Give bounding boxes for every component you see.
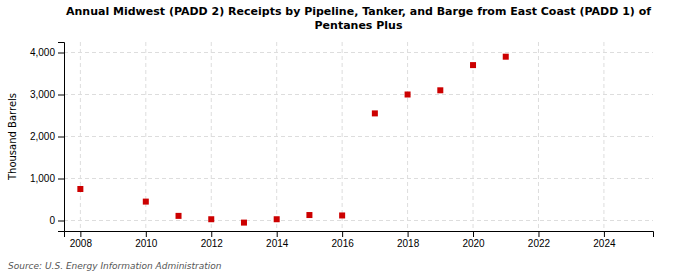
point — [437, 87, 443, 93]
y-axis-tick-label: 2,000 — [30, 131, 55, 142]
y-axis-tick-mark — [58, 137, 64, 138]
x-axis-tick: 2016 — [332, 231, 355, 249]
source: Source: U.S. Energy Information Administ… — [8, 261, 222, 271]
x-axis-tick-label: 2018 — [397, 238, 420, 249]
y-axis-tick: 1,000 — [30, 173, 64, 184]
x-axis-tick: 2022 — [528, 231, 551, 249]
x-axis-tick-label: 2012 — [201, 238, 224, 249]
point — [241, 220, 247, 226]
y-axis-label: Thousand Barrels — [7, 93, 18, 181]
grid-line-y — [64, 136, 653, 137]
y-axis-tick-label: 4,000 — [30, 47, 55, 58]
x-axis-tick-label: 2008 — [70, 238, 93, 249]
x-axis-tick: 2018 — [397, 231, 420, 249]
point — [503, 54, 509, 60]
grid-line-x — [342, 42, 343, 231]
point — [339, 212, 345, 218]
x-axis-tick-mark — [408, 231, 409, 237]
y-axis-tick: 3,000 — [30, 89, 64, 100]
y-axis-tick-mark — [58, 221, 64, 222]
x-axis-tick-label: 2014 — [266, 238, 289, 249]
y-axis-tick-label: 3,000 — [30, 89, 55, 100]
y-axis-tick-mark — [58, 179, 64, 180]
x-axis-tick-mark — [604, 231, 605, 237]
x-axis-tick: 2020 — [462, 231, 485, 249]
x-axis-tick: 2008 — [70, 231, 93, 249]
x-axis-tick-mark — [80, 231, 81, 237]
point — [143, 199, 149, 205]
grid-line-y — [64, 52, 653, 53]
y-axis-tick-mark — [58, 95, 64, 96]
x-axis-tick-label: 2024 — [593, 238, 616, 249]
grid-line-x — [538, 42, 539, 231]
x-axis-tick-mark — [538, 231, 539, 237]
y-axis: 0 1,000 2,000 3,000 4,000 — [30, 43, 65, 232]
x-axis-tick-label: 2020 — [462, 238, 485, 249]
y-axis-tick-mark — [58, 53, 64, 54]
title-line: Annual Midwest (PADD 2) Receipts by Pipe… — [66, 5, 651, 18]
x-axis-tick-label: 2022 — [528, 238, 551, 249]
x-axis: 2008 2010 2012 2014 2016 2018 2020 2022 2024 — [65, 231, 654, 249]
y-axis-tick: 0 — [49, 215, 64, 226]
point — [274, 216, 280, 222]
x-axis-tick-label: 2016 — [332, 238, 355, 249]
point — [405, 92, 411, 98]
title: Annual Midwest (PADD 2) Receipts by Pipe… — [66, 5, 651, 32]
point — [372, 110, 378, 116]
x-axis-tick: 2014 — [266, 231, 289, 249]
marks — [77, 54, 508, 226]
x-axis-tick-label: 2010 — [135, 238, 158, 249]
point — [176, 213, 182, 219]
chart-container: 2008 2010 2012 2014 2016 2018 2020 2022 2024 0 1,0… — [0, 0, 675, 275]
y-axis-tick: 2,000 — [30, 131, 64, 142]
x-axis-tick-mark — [473, 231, 474, 237]
x-axis-tick-mark — [211, 231, 212, 237]
x-axis-tick: 2010 — [135, 231, 158, 249]
x-axis-line — [65, 232, 654, 238]
chart-svg: 2008 2010 2012 2014 2016 2018 2020 2022 2024 0 1,0… — [0, 0, 675, 275]
x-axis-tick-mark — [146, 231, 147, 237]
y-axis-line — [58, 43, 65, 232]
title-line: Pentanes Plus — [315, 19, 403, 32]
y-axis-tick: 4,000 — [30, 47, 64, 58]
y-axis-tick-label: 1,000 — [30, 173, 55, 184]
point — [77, 186, 83, 192]
grid-line-y — [64, 178, 653, 179]
y-axis-tick-label: 0 — [49, 215, 55, 226]
point — [306, 212, 312, 218]
grid-line-y — [64, 220, 653, 221]
point — [208, 216, 214, 222]
plot-area: 2008 2010 2012 2014 2016 2018 2020 2022 2024 0 1,0… — [30, 42, 654, 249]
x-axis-tick-mark — [342, 231, 343, 237]
x-axis-tick: 2012 — [201, 231, 224, 249]
grid — [64, 42, 653, 231]
grid-line-y — [64, 94, 653, 95]
x-axis-tick-mark — [277, 231, 278, 237]
point — [470, 62, 476, 68]
x-axis-tick: 2024 — [593, 231, 616, 249]
